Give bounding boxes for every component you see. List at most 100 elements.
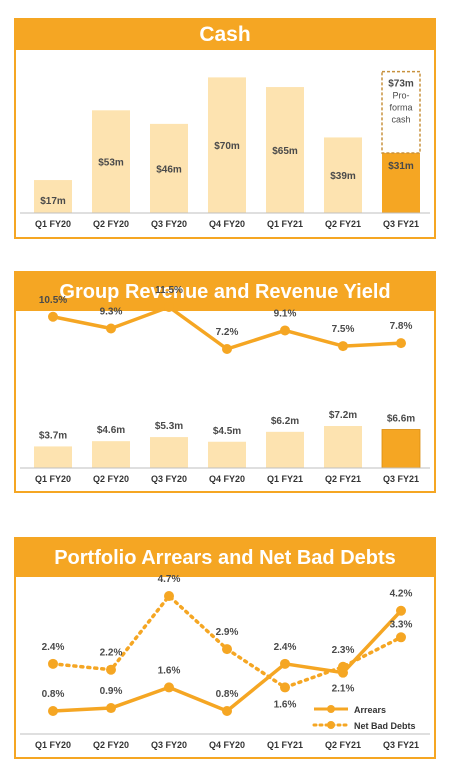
bar [324,137,362,213]
x-tick-label: Q1 FY20 [35,474,71,484]
legend-nbd-label: Net Bad Debts [354,721,416,731]
arrears-point [106,703,116,714]
net-bad-debts-label: 1.6% [274,699,297,710]
bar-value-label: $31m [388,161,414,172]
yield-point [338,341,348,352]
x-tick-label: Q1 FY21 [267,219,303,229]
bar-value-label: $65m [272,146,298,157]
bar-value-label: $6.6m [387,414,415,425]
x-tick-label: Q3 FY21 [383,474,419,484]
bar [150,437,188,468]
arrears-title: Portfolio Arrears and Net Bad Debts [16,539,434,577]
yield-label: 7.2% [216,327,239,338]
yield-label: 10.5% [39,295,67,306]
x-tick-label: Q2 FY20 [93,219,129,229]
legend-nbd-marker [327,721,335,729]
bar-value-label: $46m [156,164,182,175]
bar-value-label: $7.2m [329,410,357,421]
yield-label: 7.5% [332,324,355,335]
bar-value-label: $4.5m [213,426,241,437]
bar-value-label: $4.6m [97,425,125,436]
bar [266,431,304,468]
net-bad-debts-label: 2.3% [332,645,355,656]
x-tick-label: Q1 FY21 [267,474,303,484]
arrears-label: 0.8% [42,689,65,700]
yield-point [164,302,174,312]
proforma-value-label: $73m [388,79,414,90]
revenue-chart: $3.7m $4.6m $5.3m $4.5m $6.2m $7.2m $6.6m 10.5%… [20,285,430,484]
bar-value-label: $70m [214,141,240,152]
yield-label: 11.5% [155,285,183,296]
arrears-panel: Portfolio Arrears and Net Bad Debts 0.8%… [14,537,436,759]
bar-value-label: $53m [98,158,124,169]
bar [382,152,420,213]
arrears-chart: 0.8% 0.9% 1.6% 0.8% 2.4% 2.1% 4.2% 2.4% 2.2% 4.7%… [20,574,430,750]
bar-value-label: $3.7m [39,430,67,441]
net-bad-debts-point [48,658,58,669]
net-bad-debts-label: 3.3% [390,619,413,630]
yield-label: 9.1% [274,308,297,319]
x-tick-label: Q3 FY21 [383,219,419,229]
revenue-title: Group Revenue and Revenue Yield [16,273,434,311]
x-tick-label: Q2 FY21 [325,474,361,484]
x-tick-label: Q2 FY21 [325,219,361,229]
x-tick-label: Q3 FY20 [151,740,187,750]
proforma-note: cash [391,115,410,125]
legend-arrears-label: Arrears [354,705,386,715]
bar [381,429,421,469]
x-tick-label: Q4 FY20 [209,219,245,229]
x-tick-label: Q1 FY21 [267,740,303,750]
net-bad-debts-point [280,682,290,693]
arrears-label: 4.2% [390,589,413,600]
bar [150,123,188,213]
arrears-label: 2.1% [332,684,355,695]
x-tick-label: Q2 FY20 [93,474,129,484]
bar-value-label: $5.3m [155,421,183,432]
bar [208,77,246,213]
bar-value-label: $39m [330,171,356,182]
bar [34,446,72,468]
arrears-label: 0.8% [216,689,239,700]
bar-value-label: $6.2m [271,416,299,427]
yield-point [280,325,290,336]
x-tick-label: Q3 FY20 [151,474,187,484]
net-bad-debts-label: 4.7% [158,574,181,585]
cash-title: Cash [16,20,434,50]
bar-value-label: $17m [40,196,66,207]
bar [324,426,362,468]
arrears-point [48,706,58,716]
x-tick-label: Q3 FY20 [151,219,187,229]
legend-arrears-marker [327,705,335,713]
x-tick-label: Q2 FY21 [325,740,361,750]
x-tick-label: Q4 FY20 [209,474,245,484]
cash-chart: $17m $53m $46m $70m $65m $39m $31m $73mPro-form… [20,70,430,229]
arrears-point [164,682,174,693]
yield-label: 9.3% [100,306,123,317]
proforma-note: Pro- [392,91,409,101]
proforma-note: forma [389,103,412,113]
arrears-label: 0.9% [100,686,123,697]
net-bad-debts-point [106,664,116,675]
yield-point [48,311,58,322]
bar [34,180,72,213]
arrears-point [280,658,290,669]
x-tick-label: Q3 FY21 [383,740,419,750]
net-bad-debts-label: 2.9% [216,627,239,638]
net-bad-debts-label: 2.2% [100,648,123,659]
x-tick-label: Q1 FY20 [35,219,71,229]
net-bad-debts-point [222,644,232,655]
bar [208,441,246,468]
net-bad-debts-point [338,661,348,672]
yield-point [396,338,406,349]
yield-label: 7.8% [390,321,413,332]
x-tick-label: Q1 FY20 [35,740,71,750]
x-tick-label: Q4 FY20 [209,740,245,750]
yield-point [106,323,116,334]
net-bad-debts-line [51,593,403,690]
net-bad-debts-label: 2.4% [42,642,65,653]
arrears-label: 2.4% [274,642,297,653]
bar [266,87,304,213]
net-bad-debts-point [396,632,406,643]
arrears-point [222,706,232,716]
x-tick-label: Q2 FY20 [93,740,129,750]
